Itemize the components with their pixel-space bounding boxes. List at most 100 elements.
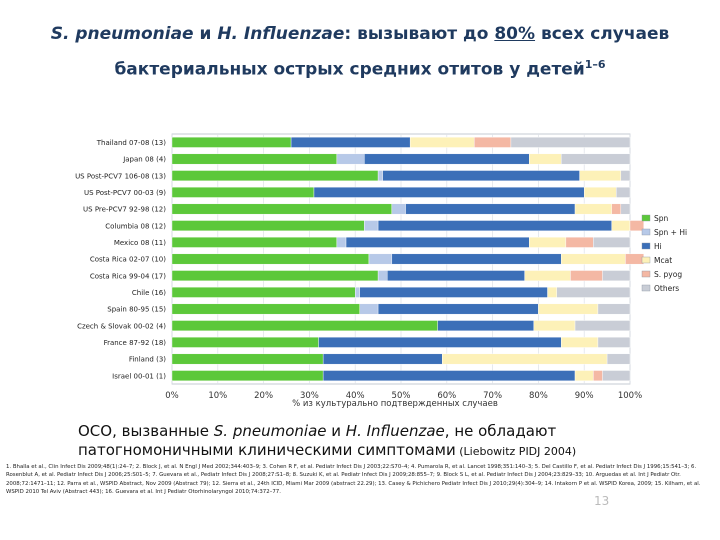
bar-segment-s-pyog: [625, 253, 644, 265]
bar-segment-s-pyog: [593, 370, 603, 382]
bar-segment-others: [510, 136, 631, 148]
bar-segment-hi: [345, 236, 530, 248]
bar-segment-spn-hi: [391, 203, 406, 215]
bar-segment-hi: [377, 303, 539, 315]
bar-segment-spn: [171, 170, 379, 182]
conclusion-start: ОСО, вызванные: [78, 422, 214, 440]
bar-segment-mcat: [574, 203, 612, 215]
y-category-label: US Post-PCV7 00-03 (9): [84, 189, 166, 197]
title-and: и: [193, 24, 218, 44]
conclusion-end: , не обладают патогномоничными клиническ…: [78, 422, 557, 459]
bar-segment-hi: [322, 353, 443, 365]
bar-segment-spn: [171, 203, 393, 215]
bar-segment-s-pyog: [474, 136, 512, 148]
y-category-label: Thailand 07-08 (13): [96, 139, 166, 147]
y-category-label: Spain 80-95 (15): [107, 306, 166, 314]
x-tick-label: 100%: [618, 391, 642, 401]
bar-segment-spn: [171, 253, 370, 265]
bar-segment-spn: [171, 353, 324, 365]
bar-segment-hi: [391, 253, 562, 265]
x-tick-label: 10%: [208, 391, 227, 401]
bar-segment-hi: [359, 286, 548, 298]
bar-segment-others: [593, 236, 631, 248]
legend-swatch: [641, 228, 651, 236]
x-tick-label: 40%: [346, 391, 365, 401]
x-axis-title: % из культурально подтвержденных случаев: [292, 399, 498, 409]
bar-segment-spn-hi: [377, 270, 388, 282]
legend-label: S. pyog: [654, 270, 682, 279]
bar-segment-hi: [377, 220, 612, 232]
conclusion-spn: S. pneumoniae: [213, 422, 327, 440]
title-end: всех случаев: [535, 24, 670, 44]
y-category-label: Costa Rica 99-04 (17): [90, 272, 166, 280]
bar-segment-s-pyog: [611, 203, 622, 215]
slide-title-line2: бактериальных острых средних отитов у де…: [20, 58, 700, 80]
y-category-label: France 87-92 (18): [104, 339, 167, 347]
y-category-label: Chile (16): [132, 289, 166, 297]
bar-segment-mcat: [442, 353, 608, 365]
y-category-label: Mexico 08 (11): [114, 239, 166, 247]
bar-segment-spn: [171, 370, 324, 382]
bar-segment-mcat: [533, 320, 576, 332]
bar-segment-mcat: [584, 186, 617, 198]
bar-segment-s-pyog: [570, 270, 603, 282]
conclusion-source: (Liebowitz PIDJ 2004): [455, 445, 577, 458]
x-tick-label: 20%: [254, 391, 273, 401]
bar-segment-spn: [171, 136, 292, 148]
legend-label: Mcat: [654, 256, 672, 265]
x-tick-label: 50%: [392, 391, 411, 401]
y-category-label: Costa Rica 02-07 (10): [90, 256, 166, 264]
bar-segment-hi: [387, 270, 525, 282]
bar-segment-others: [597, 336, 631, 348]
bar-segment-mcat: [524, 270, 571, 282]
x-tick-label: 80%: [529, 391, 548, 401]
slide-title-line1: S. pneumoniae и H. Influenzae: вызывают …: [20, 24, 700, 44]
bar-segment-s-pyog: [629, 220, 644, 232]
bar-segment-mcat: [579, 170, 622, 182]
bar-segment-mcat: [547, 286, 557, 298]
y-category-label: Czech & Slovak 00-02 (4): [77, 322, 166, 330]
x-tick-label: 0%: [165, 391, 179, 401]
bar-segment-spn: [171, 186, 315, 198]
title-percent: 80%: [494, 24, 536, 44]
bar-segment-others: [620, 170, 631, 182]
bar-segment-others: [597, 303, 631, 315]
bar-segment-hi: [405, 203, 576, 215]
bar-segment-spn: [171, 270, 379, 282]
bar-segment-mcat: [561, 253, 626, 265]
bar-segment-mcat: [561, 336, 599, 348]
conclusion-hi: H. Influenzae: [345, 422, 445, 440]
title-mid: : вызывают до: [344, 24, 495, 44]
conclusion-text: ОСО, вызванные S. pneumoniae и H. Influe…: [78, 422, 678, 461]
x-tick-label: 90%: [575, 391, 594, 401]
legend-swatch: [641, 284, 651, 292]
legend-label: Spn + Hi: [654, 228, 687, 237]
title-species-spn: S. pneumoniae: [50, 24, 194, 44]
legend-swatch: [641, 214, 651, 222]
bar-segment-hi: [322, 370, 576, 382]
title-species-hi: H. Influenzae: [217, 24, 345, 44]
x-tick-label: 30%: [300, 391, 319, 401]
bar-segment-others: [556, 286, 631, 298]
bar-segment-spn-hi: [336, 153, 365, 165]
bar-segment-spn: [171, 336, 319, 348]
y-category-label: Columbia 08 (12): [105, 222, 166, 230]
y-category-label: Israel 00-01 (1): [112, 372, 166, 380]
bar-segment-spn: [171, 320, 438, 332]
bar-segment-others: [602, 370, 631, 382]
y-category-label: Japan 08 (4): [122, 156, 166, 164]
bar-segment-spn-hi: [336, 236, 347, 248]
bar-segment-hi: [290, 136, 411, 148]
title-line2-text: бактериальных острых средних отитов у де…: [114, 59, 585, 80]
bar-segment-others: [606, 353, 631, 365]
bar-segment-hi: [318, 336, 562, 348]
bar-segment-mcat: [409, 136, 475, 148]
x-tick-label: 60%: [437, 391, 456, 401]
bar-segment-mcat: [529, 153, 562, 165]
legend-label: Others: [654, 284, 679, 293]
bar-segment-others: [620, 203, 631, 215]
legend-label: Hi: [654, 242, 662, 251]
y-category-label: Finland (3): [129, 356, 166, 364]
legend-swatch: [641, 242, 651, 250]
bar-segment-s-pyog: [565, 236, 594, 248]
